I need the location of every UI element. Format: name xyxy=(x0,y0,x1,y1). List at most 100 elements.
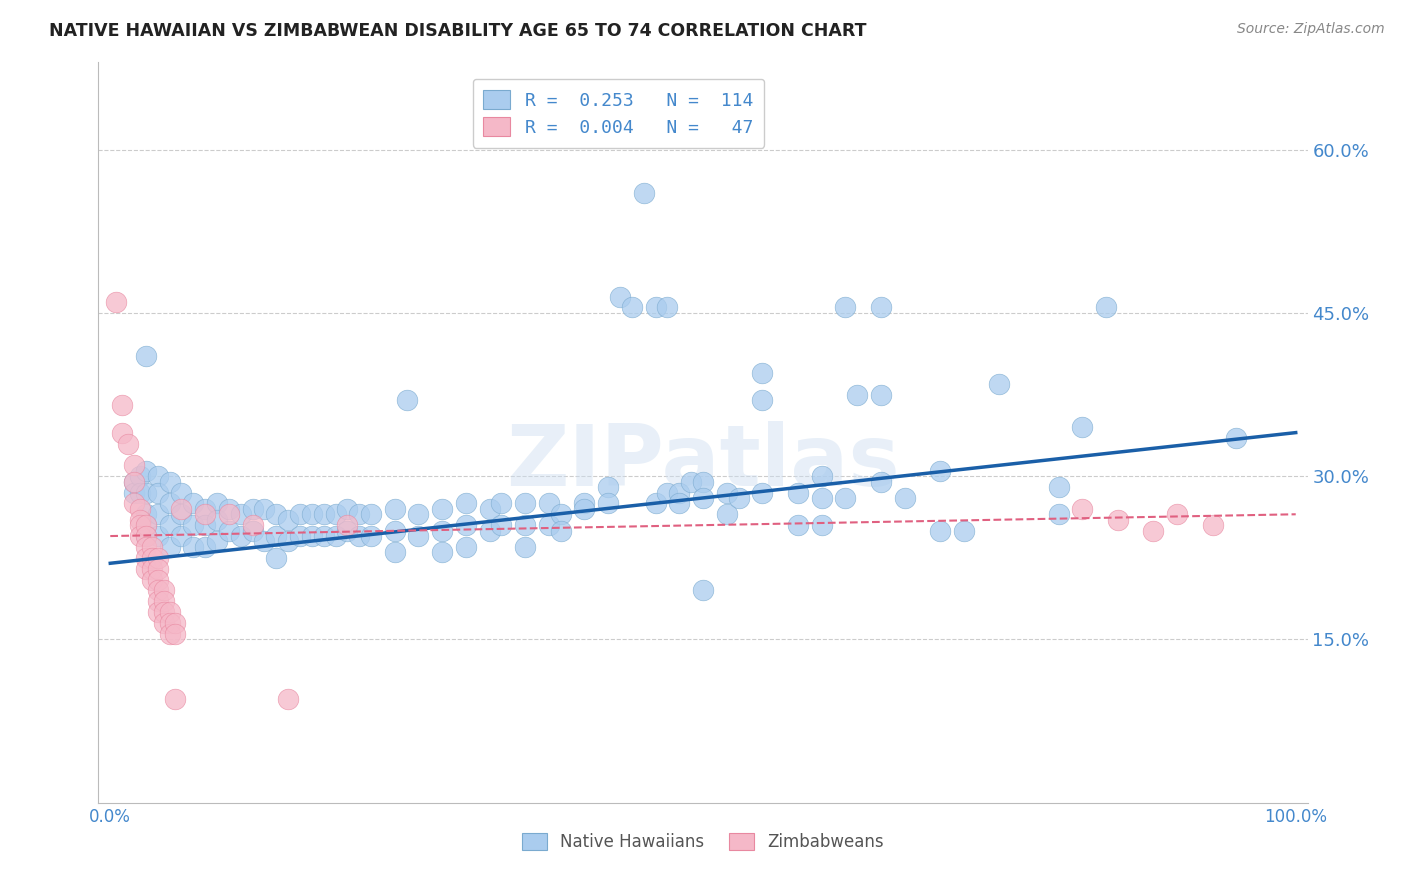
Point xyxy=(384,524,406,538)
Point xyxy=(598,480,620,494)
Point xyxy=(229,529,252,543)
Point xyxy=(135,508,157,522)
Point xyxy=(122,475,145,489)
Point xyxy=(454,496,477,510)
Point xyxy=(146,562,169,576)
Point xyxy=(170,485,193,500)
Point xyxy=(159,616,181,631)
Point xyxy=(347,529,370,543)
Point xyxy=(277,692,299,706)
Point xyxy=(135,518,157,533)
Point xyxy=(170,508,193,522)
Point xyxy=(336,518,359,533)
Point xyxy=(657,485,679,500)
Point xyxy=(205,534,228,549)
Point xyxy=(478,524,501,538)
Point xyxy=(325,508,347,522)
Text: NATIVE HAWAIIAN VS ZIMBABWEAN DISABILITY AGE 65 TO 74 CORRELATION CHART: NATIVE HAWAIIAN VS ZIMBABWEAN DISABILITY… xyxy=(49,22,866,40)
Point xyxy=(668,496,690,510)
Point xyxy=(159,496,181,510)
Point xyxy=(122,496,145,510)
Point xyxy=(141,573,163,587)
Point xyxy=(312,508,335,522)
Point xyxy=(146,508,169,522)
Point xyxy=(454,540,477,554)
Point xyxy=(141,562,163,576)
Point xyxy=(146,605,169,619)
Point xyxy=(135,464,157,478)
Point xyxy=(988,376,1011,391)
Point xyxy=(574,496,596,510)
Point xyxy=(716,508,738,522)
Point xyxy=(165,616,187,631)
Text: ZIPatlas: ZIPatlas xyxy=(506,421,900,504)
Point xyxy=(952,524,974,538)
Point xyxy=(152,594,174,608)
Point xyxy=(253,501,276,516)
Point xyxy=(668,485,690,500)
Point xyxy=(1071,501,1094,516)
Point xyxy=(218,524,240,538)
Point xyxy=(893,491,915,505)
Point xyxy=(117,436,139,450)
Point xyxy=(229,508,252,522)
Point xyxy=(301,508,323,522)
Point xyxy=(336,524,359,538)
Point xyxy=(360,508,382,522)
Point xyxy=(929,464,952,478)
Point xyxy=(205,513,228,527)
Point xyxy=(146,485,169,500)
Point xyxy=(408,508,430,522)
Point xyxy=(135,518,157,533)
Point xyxy=(152,583,174,598)
Point xyxy=(181,518,204,533)
Point xyxy=(159,475,181,489)
Point xyxy=(491,496,513,510)
Point xyxy=(159,627,181,641)
Point xyxy=(574,501,596,516)
Point xyxy=(1166,508,1188,522)
Point xyxy=(395,392,418,407)
Point xyxy=(751,366,773,380)
Point xyxy=(515,496,537,510)
Point xyxy=(152,616,174,631)
Point xyxy=(146,469,169,483)
Point xyxy=(129,469,152,483)
Point xyxy=(129,529,152,543)
Point xyxy=(727,491,749,505)
Point xyxy=(218,508,240,522)
Point xyxy=(537,496,560,510)
Point xyxy=(135,485,157,500)
Point xyxy=(751,485,773,500)
Point xyxy=(277,513,299,527)
Point xyxy=(288,529,311,543)
Legend: Native Hawaiians, Zimbabweans: Native Hawaiians, Zimbabweans xyxy=(515,826,891,857)
Point xyxy=(242,524,264,538)
Point xyxy=(253,534,276,549)
Point xyxy=(633,186,655,200)
Point xyxy=(692,583,714,598)
Point xyxy=(681,475,703,489)
Point xyxy=(869,387,891,401)
Point xyxy=(432,501,454,516)
Point xyxy=(264,508,287,522)
Point xyxy=(129,518,152,533)
Point xyxy=(1095,301,1118,315)
Point xyxy=(786,485,808,500)
Point xyxy=(218,501,240,516)
Point xyxy=(834,491,856,505)
Point xyxy=(146,573,169,587)
Point xyxy=(692,491,714,505)
Point xyxy=(1225,431,1247,445)
Point xyxy=(122,458,145,473)
Point xyxy=(515,540,537,554)
Point xyxy=(609,289,631,303)
Point xyxy=(129,485,152,500)
Point xyxy=(194,501,217,516)
Point xyxy=(478,501,501,516)
Point xyxy=(170,529,193,543)
Point xyxy=(312,529,335,543)
Point xyxy=(454,518,477,533)
Point xyxy=(929,524,952,538)
Point xyxy=(129,501,152,516)
